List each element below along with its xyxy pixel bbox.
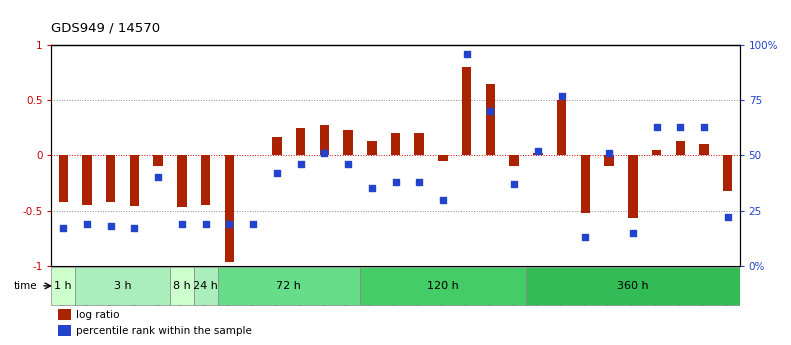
Point <box>389 179 402 185</box>
Text: log ratio: log ratio <box>75 310 119 319</box>
Bar <box>59 325 70 336</box>
Bar <box>360 267 526 305</box>
Bar <box>462 67 471 155</box>
Bar <box>557 100 566 155</box>
Bar <box>438 155 448 161</box>
Point <box>223 221 236 227</box>
Point <box>342 161 354 167</box>
Text: 24 h: 24 h <box>193 281 218 291</box>
Point <box>271 170 283 176</box>
Point <box>721 215 734 220</box>
Bar <box>130 155 139 206</box>
Bar <box>59 155 68 202</box>
Point <box>698 124 710 129</box>
Text: 8 h: 8 h <box>173 281 191 291</box>
Bar <box>177 155 187 207</box>
Point <box>152 175 165 180</box>
Bar <box>320 126 329 155</box>
Text: time: time <box>14 281 38 291</box>
Bar <box>343 130 353 155</box>
Bar <box>75 267 170 305</box>
Point <box>532 148 544 154</box>
Point <box>579 234 592 240</box>
Point <box>104 223 117 229</box>
Bar <box>723 155 732 191</box>
Point <box>508 181 520 187</box>
Point <box>603 150 615 156</box>
Bar <box>699 144 709 155</box>
Point <box>318 150 331 156</box>
Bar <box>486 83 495 155</box>
Bar <box>201 155 210 205</box>
Text: 120 h: 120 h <box>427 281 459 291</box>
Bar <box>604 155 614 166</box>
Point <box>365 186 378 191</box>
Bar <box>59 309 70 321</box>
Bar <box>391 133 400 155</box>
Point <box>413 179 426 185</box>
Bar <box>153 155 163 166</box>
Bar <box>414 133 424 155</box>
Bar <box>533 153 543 155</box>
Point <box>57 226 70 231</box>
Bar <box>82 155 92 205</box>
Point <box>650 124 663 129</box>
Text: 72 h: 72 h <box>276 281 301 291</box>
Point <box>437 197 449 202</box>
Point <box>81 221 93 227</box>
Point <box>247 221 259 227</box>
Bar <box>526 267 740 305</box>
Bar <box>225 155 234 263</box>
Bar <box>509 155 519 166</box>
Point <box>626 230 639 235</box>
Point <box>460 51 473 57</box>
Bar <box>170 267 194 305</box>
Bar <box>652 150 661 155</box>
Bar <box>272 137 282 155</box>
Bar <box>194 267 218 305</box>
Point <box>484 108 497 114</box>
Point <box>294 161 307 167</box>
Point <box>176 221 188 227</box>
Point <box>199 221 212 227</box>
Bar <box>51 267 75 305</box>
Text: 1 h: 1 h <box>55 281 72 291</box>
Point <box>674 124 687 129</box>
Text: GDS949 / 14570: GDS949 / 14570 <box>51 21 161 34</box>
Bar <box>296 128 305 155</box>
Text: 360 h: 360 h <box>617 281 649 291</box>
Point <box>128 226 141 231</box>
Point <box>555 93 568 98</box>
Text: percentile rank within the sample: percentile rank within the sample <box>75 326 252 336</box>
Bar <box>218 267 360 305</box>
Bar <box>676 141 685 155</box>
Bar <box>581 155 590 213</box>
Bar <box>367 141 377 155</box>
Bar <box>106 155 115 202</box>
Text: 3 h: 3 h <box>114 281 131 291</box>
Bar <box>628 155 638 218</box>
